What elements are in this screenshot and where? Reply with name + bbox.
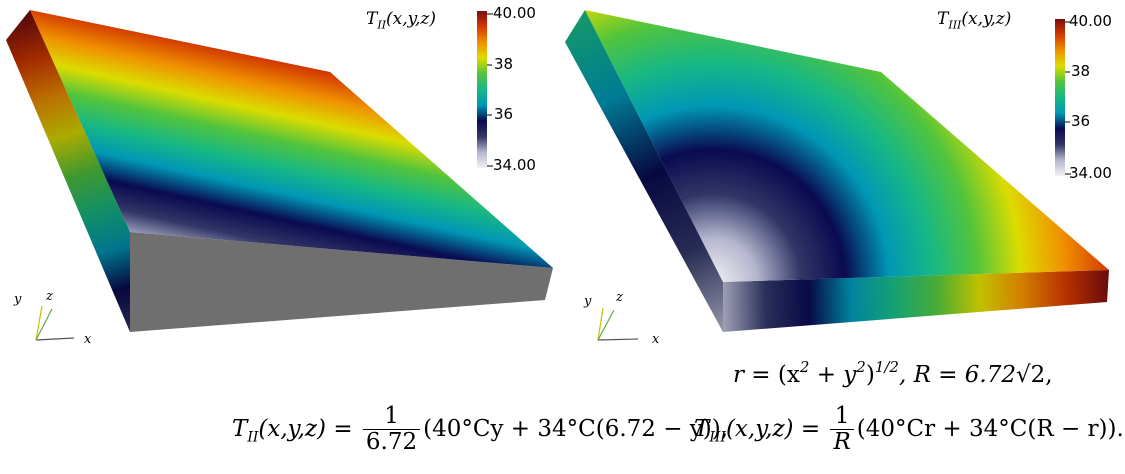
slab-render-t2	[6, 10, 553, 332]
slab-front-face-t2	[130, 232, 553, 332]
slab-top-face-t2	[30, 10, 553, 268]
colorbar-t3	[1055, 19, 1071, 176]
colorbar-title-t2: TII(x,y,z)	[366, 9, 437, 32]
equation-r-definition: r = (x2 + y2)1/2, R = 6.72√2,	[733, 358, 1053, 388]
slab-top-face-t3	[585, 10, 1109, 282]
fraction-t2: 1 6.72	[362, 403, 421, 456]
axis-label-z-t3: z	[616, 290, 623, 305]
panel-t3: TIII(x,y,z) 40.00 38 36 34.00 y z x	[563, 0, 1125, 350]
colorbar-tick-36-t2: 36	[494, 105, 514, 123]
slab-side-face-t3	[565, 10, 723, 332]
equation-t3: TIII(x,y,z) = 1 R (40°Cr + 34°C(R − r)).	[694, 403, 1124, 456]
axis-label-y-t3: y	[584, 294, 592, 309]
slab-render-t3	[565, 10, 1109, 332]
slab-front-face-t3	[723, 270, 1109, 332]
axes-triad-t3	[597, 307, 639, 341]
colorbar-title-t3: TIII(x,y,z)	[937, 9, 1012, 32]
colorbar-t2	[477, 11, 493, 168]
colorbar-max-label-t3: 40.00	[1069, 12, 1112, 30]
axis-label-x-t2: x	[84, 332, 92, 347]
colorbar-min-label-t3: 34.00	[1069, 164, 1112, 182]
colorbar-tick-36-t3: 36	[1071, 112, 1091, 130]
panel-t2: TII(x,y,z) 40.00 38 36 34.00 y z x	[0, 0, 562, 350]
slab-side-face-t2	[6, 10, 130, 332]
axis-label-z-t2: z	[46, 289, 53, 304]
axis-label-y-t2: y	[14, 292, 22, 307]
colorbar-tick-38-t2: 38	[494, 55, 514, 73]
colorbar-max-label-t2: 40.00	[493, 4, 536, 22]
colorbar-min-label-t2: 34.00	[493, 156, 536, 174]
axes-triad-t2	[35, 305, 75, 341]
colorbar-tick-38-t3: 38	[1071, 62, 1091, 80]
equation-t2: TII(x,y,z) = 1 6.72 (40°Cy + 34°C(6.72 − y…	[232, 403, 729, 456]
axis-label-x-t3: x	[652, 332, 660, 347]
